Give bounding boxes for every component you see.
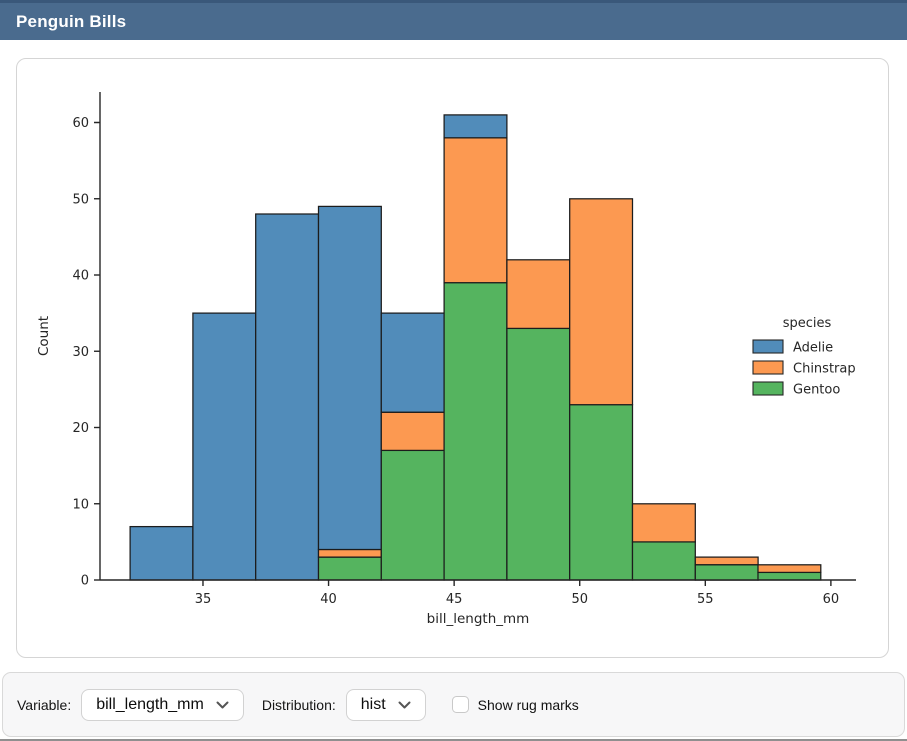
histogram-chart: 35 40 45 50 55 60 0 10 20 30 40 50 60 bill_length_mm C… [36, 92, 856, 627]
chart-card: 35 40 45 50 55 60 0 10 20 30 40 50 60 bill_length_mm C… [16, 58, 889, 658]
title-bar: Penguin Bills [0, 0, 907, 40]
svg-text:50: 50 [571, 592, 588, 607]
svg-text:40: 40 [72, 269, 89, 284]
variable-select-value: bill_length_mm [96, 695, 204, 713]
variable-select[interactable]: bill_length_mm [81, 688, 244, 721]
control-bar: Variable: bill_length_mm Distribution: h… [2, 672, 905, 737]
distribution-label: Distribution: [261, 696, 336, 713]
distribution-select-value: hist [360, 695, 386, 713]
svg-text:Chinstrap: Chinstrap [793, 362, 856, 377]
svg-text:bill_length_mm: bill_length_mm [427, 611, 530, 627]
chevron-down-icon [216, 701, 229, 708]
svg-text:35: 35 [195, 592, 212, 607]
svg-text:60: 60 [72, 116, 89, 131]
rug-checkbox[interactable] [451, 696, 469, 713]
svg-text:0: 0 [81, 574, 89, 589]
window-bottom-edge [0, 739, 907, 741]
svg-text:Adelie: Adelie [793, 341, 833, 356]
svg-text:30: 30 [72, 345, 89, 360]
svg-text:20: 20 [72, 421, 89, 436]
svg-text:40: 40 [320, 592, 337, 607]
page-title: Penguin Bills [16, 11, 127, 31]
distribution-select[interactable]: hist [345, 688, 426, 721]
svg-text:55: 55 [697, 592, 714, 607]
svg-text:10: 10 [72, 497, 89, 512]
svg-text:45: 45 [446, 592, 463, 607]
svg-text:species: species [783, 316, 832, 331]
svg-text:60: 60 [823, 592, 840, 607]
rug-checkbox-label: Show rug marks [477, 696, 579, 713]
svg-text:50: 50 [72, 192, 89, 207]
chevron-down-icon [398, 701, 411, 708]
variable-label: Variable: [17, 696, 72, 713]
svg-text:Count: Count [36, 316, 52, 356]
svg-text:Gentoo: Gentoo [793, 383, 840, 398]
